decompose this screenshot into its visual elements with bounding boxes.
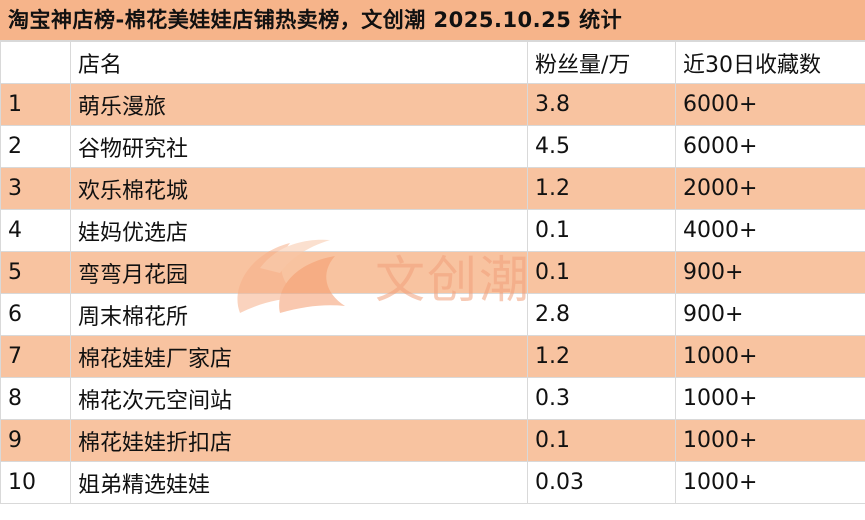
shop-name-cell: 娃妈优选店: [70, 209, 528, 252]
table-row: 8 棉花次元空间站 0.3 1000+: [0, 377, 865, 420]
fans-cell: 1.2: [527, 335, 676, 378]
shop-name-cell: 弯弯月花园: [70, 251, 528, 294]
shop-name-cell: 萌乐漫旅: [70, 83, 528, 126]
rank-cell: 4: [0, 209, 71, 252]
shop-name-cell: 周末棉花所: [70, 293, 528, 336]
rank-cell: 9: [0, 419, 71, 462]
rank-cell: 2: [0, 125, 71, 168]
favorites-cell: 1000+: [675, 461, 865, 504]
table-row: 9 棉花娃娃折扣店 0.1 1000+: [0, 419, 865, 462]
header-row: 店名 粉丝量/万 近30日收藏数: [0, 41, 865, 84]
shop-name-cell: 欢乐棉花城: [70, 167, 528, 210]
table-row: 10 姐弟精选娃娃 0.03 1000+: [0, 461, 865, 504]
fans-cell: 2.8: [527, 293, 676, 336]
fans-cell: 0.1: [527, 419, 676, 462]
fans-cell: 0.03: [527, 461, 676, 504]
sheet-title: 淘宝神店榜-棉花美娃娃店铺热卖榜，文创潮 2025.10.25 统计: [0, 0, 865, 41]
table-row: 4 娃妈优选店 0.1 4000+: [0, 209, 865, 252]
rank-cell: 7: [0, 335, 71, 378]
fans-cell: 0.1: [527, 251, 676, 294]
favorites-cell: 6000+: [675, 83, 865, 126]
table-row: 3 欢乐棉花城 1.2 2000+: [0, 167, 865, 210]
shop-name-cell: 棉花娃娃折扣店: [70, 419, 528, 462]
favorites-cell: 1000+: [675, 335, 865, 378]
shop-name-cell: 姐弟精选娃娃: [70, 461, 528, 504]
favorites-cell: 6000+: [675, 125, 865, 168]
fans-cell: 4.5: [527, 125, 676, 168]
header-cell-shop-name: 店名: [70, 41, 528, 84]
table-row: 2 谷物研究社 4.5 6000+: [0, 125, 865, 168]
table-row: 7 棉花娃娃厂家店 1.2 1000+: [0, 335, 865, 378]
favorites-cell: 900+: [675, 293, 865, 336]
fans-cell: 1.2: [527, 167, 676, 210]
shop-name-cell: 谷物研究社: [70, 125, 528, 168]
shop-name-cell: 棉花次元空间站: [70, 377, 528, 420]
header-cell-rank: [0, 41, 71, 84]
ranking-table: 店名 粉丝量/万 近30日收藏数 1 萌乐漫旅 3.8 6000+ 2 谷物研究社 4.5 6…: [0, 41, 865, 504]
header-cell-favorites: 近30日收藏数: [675, 41, 865, 84]
rank-cell: 5: [0, 251, 71, 294]
rank-cell: 6: [0, 293, 71, 336]
fans-cell: 3.8: [527, 83, 676, 126]
favorites-cell: 1000+: [675, 419, 865, 462]
favorites-cell: 900+: [675, 251, 865, 294]
rank-cell: 1: [0, 83, 71, 126]
favorites-cell: 2000+: [675, 167, 865, 210]
table-row: 6 周末棉花所 2.8 900+: [0, 293, 865, 336]
table-row: 5 弯弯月花园 0.1 900+: [0, 251, 865, 294]
table-row: 1 萌乐漫旅 3.8 6000+: [0, 83, 865, 126]
header-cell-fans: 粉丝量/万: [527, 41, 676, 84]
rank-cell: 8: [0, 377, 71, 420]
fans-cell: 0.3: [527, 377, 676, 420]
favorites-cell: 1000+: [675, 377, 865, 420]
rank-cell: 3: [0, 167, 71, 210]
favorites-cell: 4000+: [675, 209, 865, 252]
rank-cell: 10: [0, 461, 71, 504]
fans-cell: 0.1: [527, 209, 676, 252]
shop-name-cell: 棉花娃娃厂家店: [70, 335, 528, 378]
